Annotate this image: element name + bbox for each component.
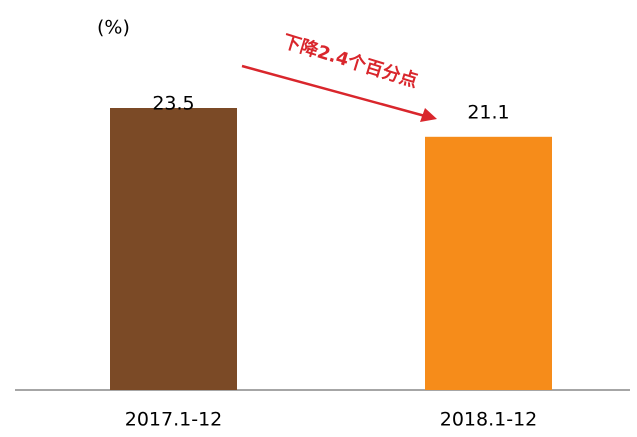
x-tick-label: 2017.1-12 [125,409,223,431]
x-tick-label: 2018.1-12 [440,409,538,431]
annotation-arrow [241,64,426,118]
y-unit-label: (%) [97,17,130,39]
arrow-head [420,108,437,122]
bar [425,136,552,390]
bar [110,108,237,390]
value-label: 21.1 [467,101,509,123]
value-label: 23.5 [152,93,194,115]
